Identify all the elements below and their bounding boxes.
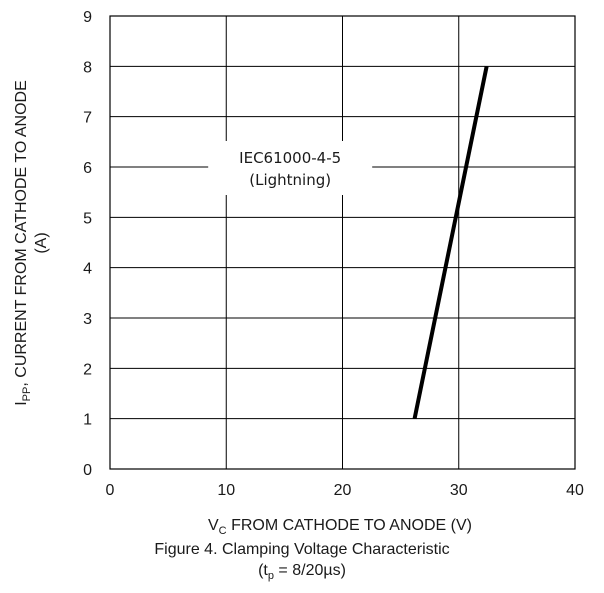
- x-axis-title-main: V: [208, 517, 219, 534]
- y-tick-labels: 0 1 2 3 4 5 6 7 8 9: [83, 9, 92, 479]
- series-layer: [412, 65, 489, 420]
- y-tick-label: 2: [83, 361, 92, 378]
- x-tick-label: 40: [566, 482, 584, 499]
- x-tick-label: 20: [334, 482, 352, 499]
- y-tick-label: 3: [83, 311, 92, 328]
- y-tick-label: 1: [83, 412, 92, 429]
- y-tick-label: 6: [83, 160, 92, 177]
- y-axis-title-rest: , CURRENT FROM CATHODE TO ANODE: [13, 80, 30, 386]
- clamping-voltage-chart: IEC61000-4-5 (Lightning) 0 10 20 30 40 0 1 2 3 4…: [13, 9, 584, 537]
- caption-condition-pre: (t: [258, 562, 268, 579]
- y-axis-title-main: I: [13, 401, 30, 405]
- x-axis-title: VC FROM CATHODE TO ANODE (V): [208, 517, 472, 537]
- series-line-0: [412, 65, 489, 420]
- annotation-line-1: IEC61000-4-5: [239, 149, 341, 167]
- x-tick-label: 10: [217, 482, 235, 499]
- figure-caption: Figure 4. Clamping Voltage Characteristi…: [154, 541, 450, 558]
- y-axis-title-line-1: IPP, CURRENT FROM CATHODE TO ANODE: [13, 80, 33, 406]
- caption-condition-sub: p: [267, 570, 274, 583]
- plot-frame: [109, 15, 576, 470]
- x-axis-title-sub: C: [219, 525, 227, 537]
- y-axis-title-line-2: (A): [33, 232, 50, 253]
- annotation-background: [208, 141, 373, 195]
- y-tick-label: 0: [83, 462, 92, 479]
- y-tick-label: 5: [83, 210, 92, 227]
- x-tick-label: 30: [450, 482, 468, 499]
- caption-condition-post: = 8/20µs): [273, 562, 346, 579]
- x-tick-label: 0: [106, 482, 115, 499]
- x-axis-title-rest: FROM CATHODE TO ANODE (V): [227, 517, 472, 534]
- y-axis-title-sub: PP: [21, 387, 33, 402]
- grid-lines: [110, 16, 575, 469]
- y-tick-label: 8: [83, 59, 92, 76]
- figure-caption-condition: (tp = 8/20µs): [0, 562, 604, 582]
- y-tick-label: 7: [83, 110, 92, 127]
- annotation-line-2: (Lightning): [249, 171, 331, 189]
- y-tick-label: 9: [83, 9, 92, 26]
- y-tick-label: 4: [83, 261, 92, 278]
- x-tick-labels: 0 10 20 30 40: [106, 482, 584, 499]
- y-axis-title: IPP, CURRENT FROM CATHODE TO ANODE (A): [13, 80, 50, 406]
